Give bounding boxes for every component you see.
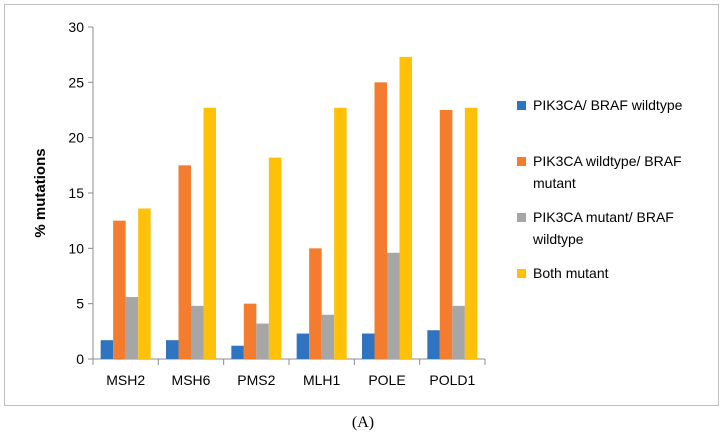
legend-label: wildtype <box>532 231 584 247</box>
bar <box>321 314 335 359</box>
y-tick-label: 30 <box>68 19 84 35</box>
legend-swatch <box>517 269 526 278</box>
x-tick-label: POLE <box>368 372 405 388</box>
y-axis-title: % mutations <box>32 148 49 237</box>
bar <box>125 297 139 359</box>
legend-label: PIK3CA wildtype/ BRAF <box>533 153 682 169</box>
x-tick-label: PMS2 <box>237 372 275 388</box>
bar <box>203 107 216 359</box>
bar <box>100 340 114 359</box>
chart-frame: 0 5 10 15 20 25 30 % mutations MSH2 MSH6 PMS2 MLH1 P… <box>4 4 719 406</box>
bar <box>166 340 179 359</box>
legend-swatch <box>517 213 526 222</box>
bar <box>374 82 387 359</box>
bar <box>309 248 322 359</box>
bar <box>464 107 478 359</box>
bar <box>256 323 269 359</box>
bar <box>243 303 257 359</box>
bar <box>178 165 191 359</box>
bar <box>439 110 453 359</box>
bar <box>296 333 310 359</box>
bar <box>268 157 282 359</box>
legend-label: PIK3CA/ BRAF wildtype <box>533 97 683 113</box>
bar <box>387 252 400 359</box>
bar <box>362 333 375 359</box>
legend-label: PIK3CA mutant/ BRAF <box>533 209 674 225</box>
legend-label: mutant <box>533 175 576 191</box>
bar <box>113 220 126 359</box>
bar <box>231 345 244 359</box>
bar <box>399 56 412 359</box>
bar <box>334 107 347 359</box>
bar <box>191 305 204 359</box>
y-tick-label: 5 <box>76 296 84 312</box>
y-tick-label: 15 <box>68 185 84 201</box>
y-tick-label: 10 <box>68 240 84 256</box>
bar <box>138 208 151 359</box>
bar <box>427 330 440 359</box>
y-tick-label: 20 <box>68 130 84 146</box>
bar-chart: 0 5 10 15 20 25 30 % mutations MSH2 MSH6 PMS2 MLH1 P… <box>32 19 683 388</box>
legend-swatch <box>517 157 526 166</box>
y-tick-label: 0 <box>76 351 84 367</box>
legend-swatch <box>517 101 526 110</box>
x-tick-label: MSH2 <box>106 372 145 388</box>
x-tick-label: MSH6 <box>172 372 211 388</box>
x-tick-label: POLD1 <box>429 372 475 388</box>
bar <box>452 305 465 359</box>
legend-label: Both mutant <box>533 265 609 281</box>
y-tick-label: 25 <box>68 74 84 90</box>
panel-caption: (A) <box>351 414 375 431</box>
x-tick-label: MLH1 <box>303 372 341 388</box>
